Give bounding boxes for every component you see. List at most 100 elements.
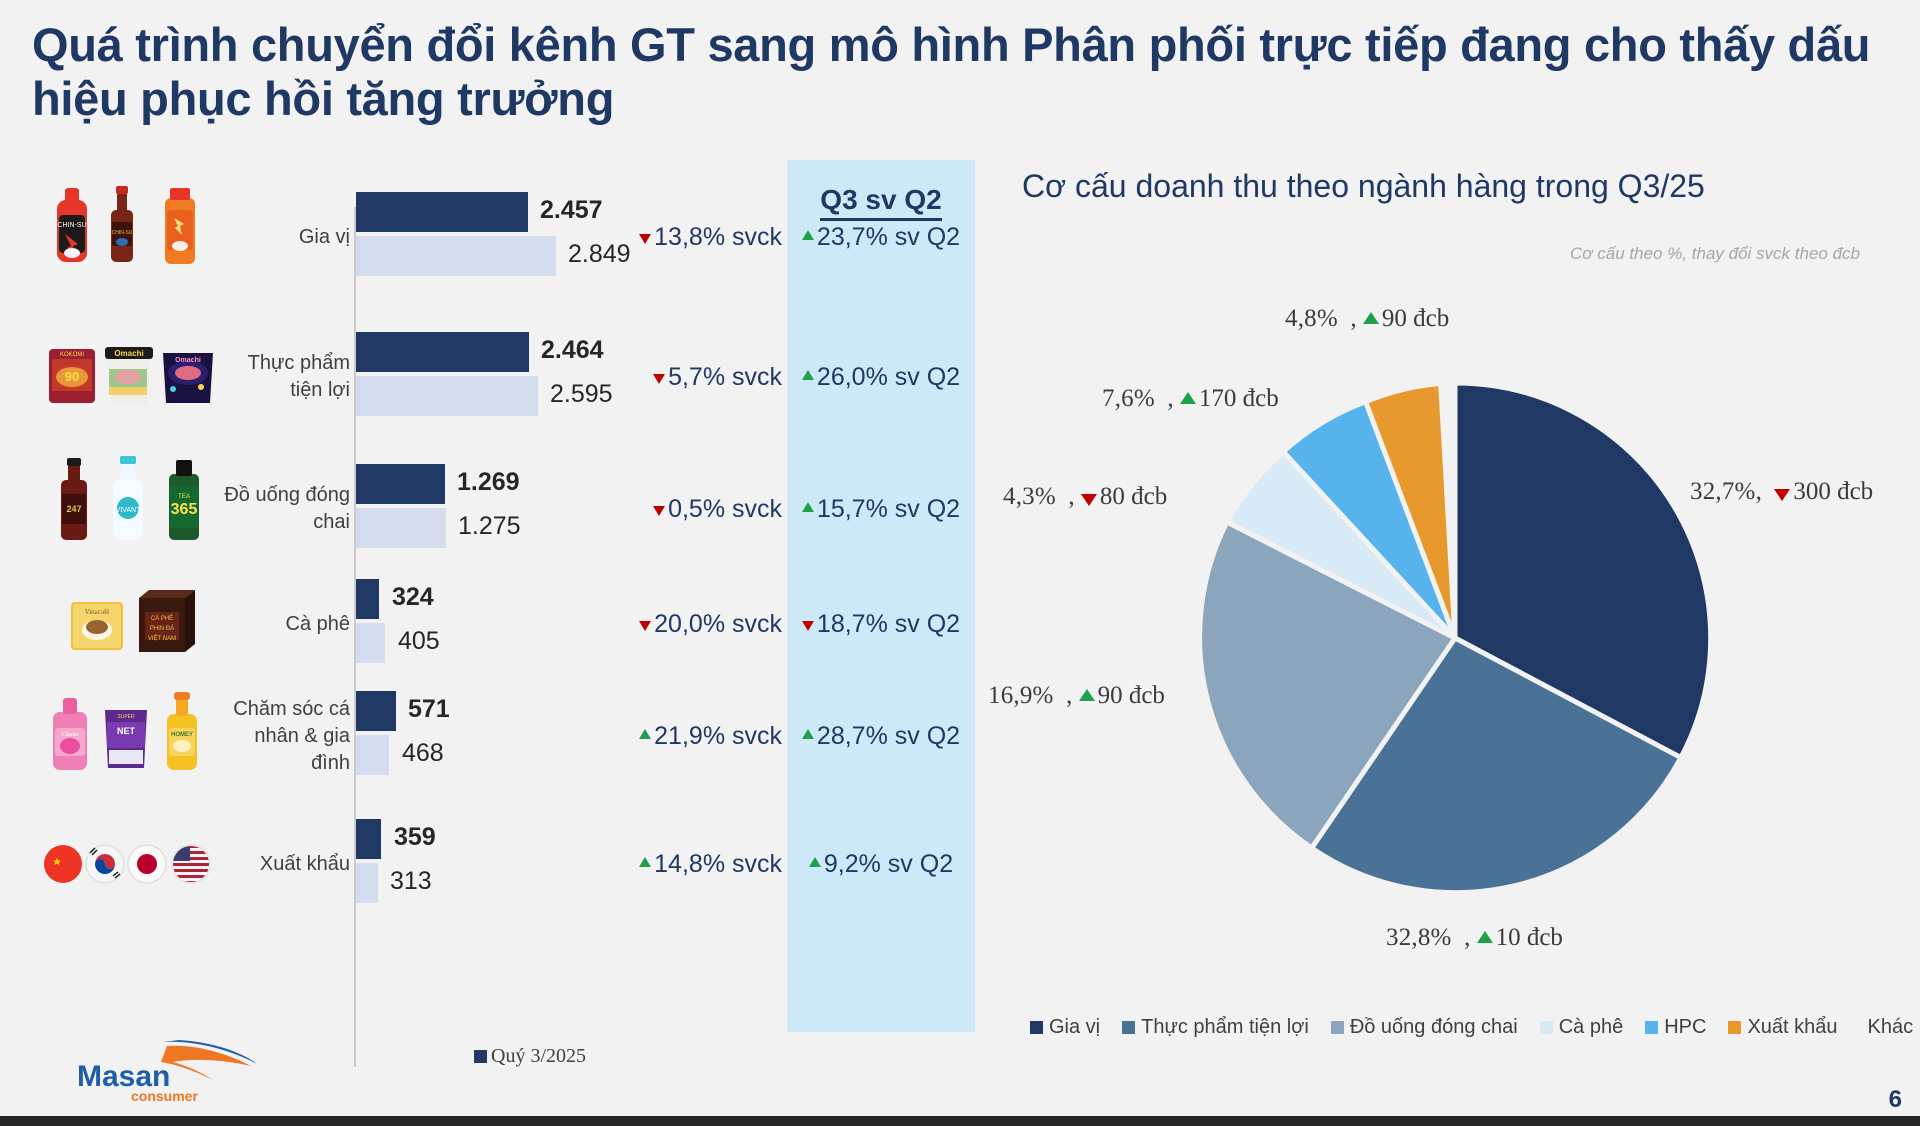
bar-current [356,464,445,504]
legend-item-gia-vi: Gia vị [1030,1016,1100,1039]
svg-text:KOKOMI: KOKOMI [60,352,84,358]
triangle-down-icon [1080,494,1097,506]
category-label: Gia vị [298,225,350,248]
triangle-up-icon [1078,689,1095,701]
beverage-bottles-icon: 247 VIVANT TEA 365 [61,456,199,540]
svg-text:VIVANT: VIVANT [116,507,141,514]
q3-column-highlight [787,160,975,1032]
product-images-xuat-khau [36,805,226,923]
product-images-hpc: Chante NET SUPER [36,677,226,795]
pie-label-do-uong: 16,9% , 90 đcb [988,682,1165,709]
category-label: Thực phẩm tiện lợi [247,352,350,401]
triangle-up-icon [1179,392,1196,404]
svck-change: 0,5% svck [612,450,782,568]
legend-swatch [1645,1021,1659,1034]
legend-swatch [1728,1021,1742,1034]
bar-value-previous: 2.595 [550,380,613,408]
q2-change: 26,0% sv Q2 [787,318,975,436]
pie-label-xuat-khau: 4,8% , 90 đcb [1285,305,1450,332]
category-label: Đồ uống đóng chai [224,484,350,533]
triangle-up-icon [808,857,821,867]
legend-label-quy3: Quý 3/2025 [491,1045,586,1067]
svg-text:90: 90 [65,369,79,384]
pie-chart-title: Cơ cấu doanh thu theo ngành hàng trong Q… [1022,168,1705,204]
category-label: Xuất khẩu [259,852,350,875]
table-row: Xuất khẩu 359 313 14,8% svck 9,2% sv Q2 [0,805,980,923]
masan-consumer-logo: Masan consumer [75,1038,260,1106]
pie-label-ca-phe: 4,3% , 80 đcb [1003,483,1168,510]
bar-group: 2.464 2.595 [356,318,696,436]
svg-text:CHIN-SU: CHIN-SU [112,230,133,236]
svg-text:SUPER: SUPER [117,714,135,720]
bottom-bar [0,1116,1920,1126]
triangle-down-icon [639,234,652,244]
table-row: 247 VIVANT TEA 365 [0,450,980,568]
bar-value-current: 1.269 [457,468,520,496]
legend-swatch-quy3 [474,1050,487,1063]
pie-chart-legend: Gia vị Thực phẩm tiện lợi Đồ uống đóng c… [1030,1016,1913,1039]
svck-change: 5,7% svck [612,318,782,436]
svg-text:CÀ PHÊ: CÀ PHÊ [151,614,173,622]
svg-text:Omachi: Omachi [114,349,143,358]
svg-text:TEA: TEA [178,494,190,500]
q2-change: 28,7% sv Q2 [787,677,975,795]
bar-current [356,332,529,372]
bar-previous [356,376,538,416]
svg-text:PHIN ĐÁ: PHIN ĐÁ [150,625,174,632]
bar-previous [356,863,378,903]
chart-axis-line [354,207,356,1067]
svg-text:247: 247 [66,504,81,514]
legend-swatch [1030,1021,1043,1034]
q2-change: 18,7% sv Q2 [787,565,975,683]
product-images-thuc-pham: KOKOMI 90 Omachi [36,318,226,436]
home-care-products-icon: Chante NET SUPER [53,692,197,770]
legend-item-ca-phe: Cà phê [1539,1016,1623,1039]
table-row: Chante NET SUPER [0,677,980,795]
triangle-up-icon [639,729,652,739]
bar-group: 1.269 1.275 [356,450,696,568]
table-row: KOKOMI 90 Omachi [0,318,980,436]
product-images-ca-phe: Vinacafé CÀ PHÊ PHIN ĐÁ VIỆT NAM [36,565,226,683]
page-number: 6 [1888,1086,1902,1113]
bar-value-previous: 405 [398,627,440,655]
q2-change: 23,7% sv Q2 [787,178,975,296]
bar-chart-panel: Q3 sv Q2 CHIN-SU [0,160,980,1067]
product-images-do-uong: 247 VIVANT TEA 365 [36,450,226,568]
bar-current [356,579,379,619]
svg-text:Chante: Chante [62,732,79,738]
triangle-up-icon [801,370,814,380]
bar-value-current: 324 [392,583,434,611]
triangle-up-icon [801,230,814,240]
triangle-up-icon [801,502,814,512]
svck-change: 20,0% svck [612,565,782,683]
triangle-up-icon [1476,931,1493,943]
svg-text:Masan: Masan [77,1060,170,1093]
table-row: Vinacafé CÀ PHÊ PHIN ĐÁ VIỆT NAM Cà phê [0,565,980,683]
bar-group: 324 405 [356,565,696,683]
triangle-up-icon [639,857,652,867]
bar-value-current: 571 [408,695,450,723]
bar-value-current: 359 [394,823,436,851]
table-row: CHIN-SU CHIN-SU [0,178,980,296]
pie-chart [1185,368,1725,908]
triangle-up-icon [1362,312,1379,324]
bar-group: 571 468 [356,677,696,795]
pie-chart-subtitle: Cơ cấu theo %, thay đổi svck theo đcb [1570,244,1860,263]
legend-item-thuc-pham: Thực phẩm tiện lợi [1122,1016,1309,1039]
pie-label-gia-vi: 32,7%, 300 đcb [1690,478,1874,505]
svck-change: 13,8% svck [612,178,782,296]
bar-previous [356,623,385,663]
bar-value-previous: 313 [390,867,432,895]
legend-item-hpc: HPC [1645,1016,1706,1039]
q2-change: 15,7% sv Q2 [787,450,975,568]
legend-swatch [1122,1021,1136,1034]
svg-text:HOMEY: HOMEY [171,732,193,738]
bar-value-previous: 468 [402,739,444,767]
bar-current [356,691,396,731]
bar-group: 359 313 [356,805,696,923]
triangle-up-icon [801,729,814,739]
pie-slice-thuc-pham [1308,634,1685,896]
sauce-bottles-icon: CHIN-SU CHIN-SU [57,186,195,264]
bar-chart-legend: Quý 3/2025 [474,1045,586,1068]
